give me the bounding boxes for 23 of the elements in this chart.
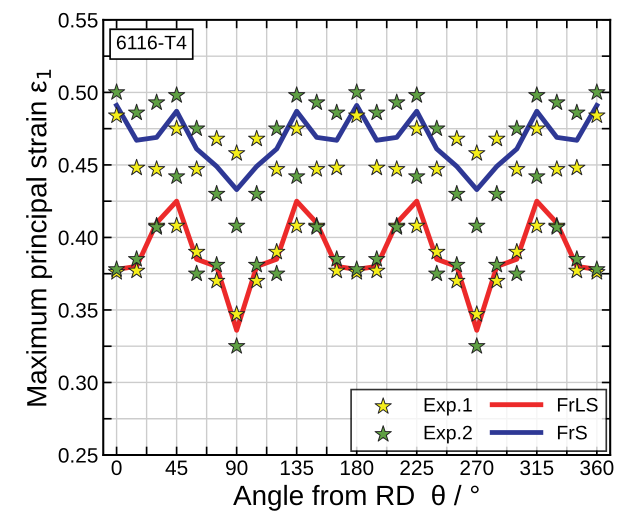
y-tick-label: 0.35 — [58, 302, 98, 318]
x-tick-label: 135 — [280, 460, 314, 476]
x-tick-label: 225 — [400, 460, 434, 476]
y-tick-label: 0.55 — [58, 12, 98, 28]
annotation: 6116-T4 — [116, 36, 186, 50]
y-tick-label: 0.50 — [58, 85, 98, 100]
y-axis-title: Maximum principal strain ε$_{1}$ — [26, 70, 52, 406]
legend-label: Exp.2 — [424, 426, 472, 444]
x-tick-label: 90 — [226, 460, 248, 476]
x-tick-label: 270 — [460, 460, 494, 476]
y-tick-label: 0.45 — [58, 158, 98, 173]
x-tick-label: 45 — [166, 460, 188, 476]
x-tick-label: 360 — [580, 460, 614, 476]
legend-label: Exp.1 — [424, 398, 472, 416]
x-axis-title: Angle from RD θ / ° — [233, 484, 479, 511]
x-tick-label: 180 — [340, 460, 374, 476]
legend-label: FrS — [558, 426, 587, 440]
y-tick-label: 0.30 — [58, 375, 98, 390]
x-tick-label: 0 — [112, 460, 122, 476]
x-tick-label: 315 — [520, 460, 554, 476]
y-tick-label: 0.40 — [58, 230, 98, 246]
y-tick-label: 0.25 — [58, 448, 98, 463]
legend-label: FrLS — [558, 398, 598, 412]
